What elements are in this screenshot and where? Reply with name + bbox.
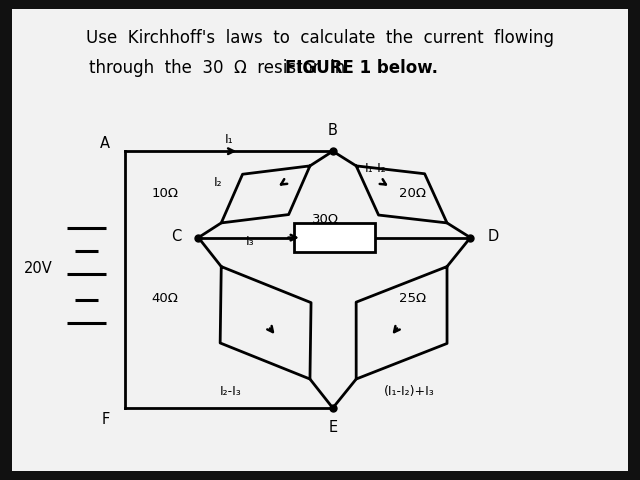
Text: B: B bbox=[328, 123, 338, 138]
Text: 30Ω: 30Ω bbox=[312, 213, 339, 226]
Text: I₁-I₂: I₁-I₂ bbox=[365, 161, 387, 175]
Text: A: A bbox=[100, 135, 110, 151]
Text: 40Ω: 40Ω bbox=[152, 292, 179, 305]
Text: C: C bbox=[171, 228, 181, 244]
Text: E: E bbox=[328, 420, 337, 435]
Text: I₂-I₃: I₂-I₃ bbox=[220, 384, 241, 398]
Text: 20V: 20V bbox=[24, 261, 52, 276]
Text: 10Ω: 10Ω bbox=[152, 187, 179, 200]
Text: through  the  30  Ω  resistor  in: through the 30 Ω resistor in bbox=[90, 59, 346, 77]
Text: FIGURE 1 below.: FIGURE 1 below. bbox=[285, 59, 438, 77]
Text: (I₁-I₂)+I₃: (I₁-I₂)+I₃ bbox=[384, 384, 435, 398]
Bar bbox=[294, 223, 375, 252]
Text: 25Ω: 25Ω bbox=[399, 292, 426, 305]
Text: D: D bbox=[488, 228, 499, 244]
Text: Use  Kirchhoff's  laws  to  calculate  the  current  flowing: Use Kirchhoff's laws to calculate the cu… bbox=[86, 29, 554, 48]
Text: 20Ω: 20Ω bbox=[399, 187, 426, 200]
Text: I₂: I₂ bbox=[213, 176, 222, 189]
Text: I₃: I₃ bbox=[245, 235, 254, 248]
Text: F: F bbox=[102, 412, 110, 428]
Text: I₁: I₁ bbox=[225, 132, 234, 146]
